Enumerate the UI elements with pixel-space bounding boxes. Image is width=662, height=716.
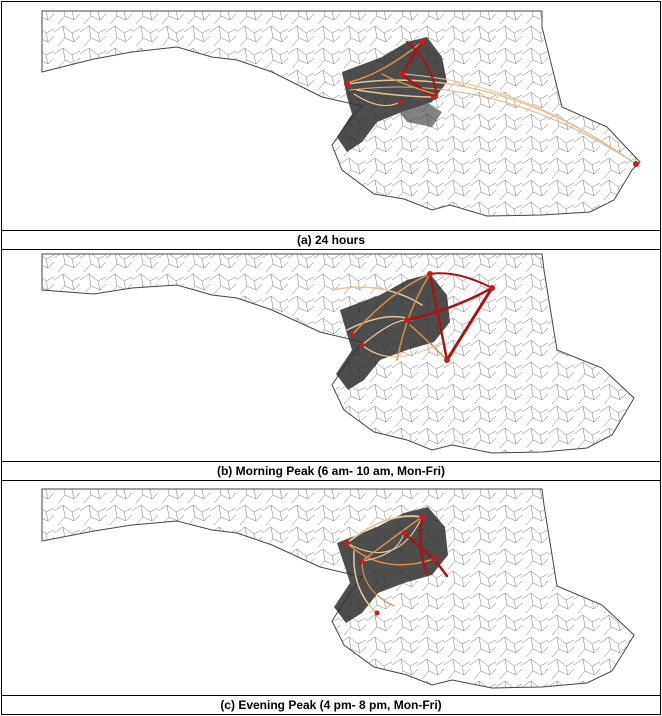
urban-core-b [336,274,450,390]
panel-c-map [1,480,661,696]
panel-a-map [1,1,661,231]
flow-lines-a [346,40,637,165]
panel-b-map [1,249,661,462]
map-a [41,10,641,217]
map-c [41,488,635,689]
state-outline-c [41,488,635,689]
flow-lines-c [346,515,449,614]
map-b [41,253,635,454]
state-outline-a [41,10,641,217]
flow-nodes-b [349,271,495,363]
flow-nodes-a [344,39,639,167]
state-outline-b [41,253,635,454]
caption-c: (c) Evening Peak (4 pm- 8 pm, Mon-Fri) [1,696,661,715]
caption-b: (b) Morning Peak (6 am- 10 am, Mon-Fri) [1,462,661,481]
caption-a: (a) 24 hours [1,231,661,250]
flow-lines-b [331,272,494,362]
flow-nodes-c [344,514,437,616]
